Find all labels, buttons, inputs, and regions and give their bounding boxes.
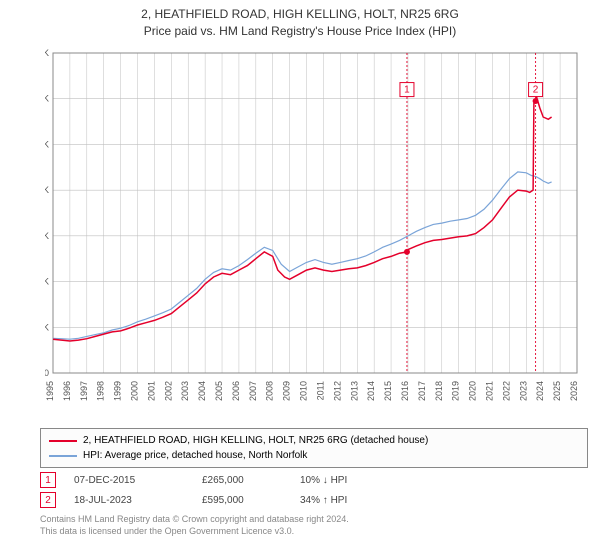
svg-text:2017: 2017 <box>417 381 427 401</box>
svg-text:1999: 1999 <box>113 381 123 401</box>
svg-text:2025: 2025 <box>552 381 562 401</box>
svg-text:2020: 2020 <box>468 381 478 401</box>
sale-compare: 10% ↓ HPI <box>300 475 400 486</box>
attribution: Contains HM Land Registry data © Crown c… <box>40 514 349 537</box>
legend-label-1: 2, HEATHFIELD ROAD, HIGH KELLING, HOLT, … <box>83 435 428 446</box>
svg-text:2013: 2013 <box>349 381 359 401</box>
price-chart: £0 £100K £200K £300K £400K £500K £600K £700K 199… <box>45 48 585 418</box>
svg-text:£200K: £200K <box>45 277 49 287</box>
svg-text:2014: 2014 <box>366 381 376 401</box>
svg-text:2023: 2023 <box>518 381 528 401</box>
legend-row-1: 2, HEATHFIELD ROAD, HIGH KELLING, HOLT, … <box>49 433 579 448</box>
svg-text:2000: 2000 <box>130 381 140 401</box>
svg-text:2016: 2016 <box>400 381 410 401</box>
sales-row: 2 18-JUL-2023 £595,000 34% ↑ HPI <box>40 490 400 510</box>
svg-text:2002: 2002 <box>163 381 173 401</box>
svg-text:2022: 2022 <box>501 381 511 401</box>
legend-line-2 <box>49 455 77 457</box>
svg-text:£0: £0 <box>45 368 49 378</box>
sale-date: 07-DEC-2015 <box>74 475 184 486</box>
svg-text:2007: 2007 <box>248 381 258 401</box>
svg-text:1995: 1995 <box>45 381 55 401</box>
svg-text:2006: 2006 <box>231 381 241 401</box>
sale-date: 18-JUL-2023 <box>74 495 184 506</box>
svg-text:£400K: £400K <box>45 185 49 195</box>
svg-text:2021: 2021 <box>484 381 494 401</box>
legend-line-1 <box>49 440 77 442</box>
attribution-line2: This data is licensed under the Open Gov… <box>40 526 349 538</box>
svg-text:2012: 2012 <box>332 381 342 401</box>
legend-row-2: HPI: Average price, detached house, Nort… <box>49 448 579 463</box>
legend-box: 2, HEATHFIELD ROAD, HIGH KELLING, HOLT, … <box>40 428 588 468</box>
svg-text:2004: 2004 <box>197 381 207 401</box>
svg-text:2001: 2001 <box>146 381 156 401</box>
svg-text:2011: 2011 <box>315 381 325 400</box>
svg-text:2024: 2024 <box>535 381 545 401</box>
svg-text:2018: 2018 <box>434 381 444 401</box>
svg-text:£700K: £700K <box>45 48 49 58</box>
svg-text:2009: 2009 <box>282 381 292 401</box>
svg-text:£300K: £300K <box>45 231 49 241</box>
sale-marker-box: 1 <box>40 472 56 488</box>
sale-price: £595,000 <box>202 495 282 506</box>
svg-text:2026: 2026 <box>569 381 579 401</box>
sale-price: £265,000 <box>202 475 282 486</box>
svg-text:2008: 2008 <box>265 381 275 401</box>
legend-label-2: HPI: Average price, detached house, Nort… <box>83 450 307 461</box>
svg-text:1997: 1997 <box>79 381 89 401</box>
svg-text:£600K: £600K <box>45 94 49 104</box>
svg-text:£500K: £500K <box>45 139 49 149</box>
sales-row: 1 07-DEC-2015 £265,000 10% ↓ HPI <box>40 470 400 490</box>
svg-text:2019: 2019 <box>451 381 461 401</box>
svg-text:2005: 2005 <box>214 381 224 401</box>
svg-text:2: 2 <box>533 85 539 96</box>
sale-marker-box: 2 <box>40 492 56 508</box>
sales-table: 1 07-DEC-2015 £265,000 10% ↓ HPI 2 18-JUL-202… <box>40 470 400 510</box>
svg-text:2003: 2003 <box>180 381 190 401</box>
svg-text:1: 1 <box>404 85 410 96</box>
chart-title-line1: 2, HEATHFIELD ROAD, HIGH KELLING, HOLT, … <box>0 6 600 23</box>
svg-text:2010: 2010 <box>299 381 309 401</box>
svg-text:1998: 1998 <box>96 381 106 401</box>
svg-text:£100K: £100K <box>45 322 49 332</box>
chart-title-line2: Price paid vs. HM Land Registry's House … <box>0 23 600 40</box>
svg-text:1996: 1996 <box>62 381 72 401</box>
svg-text:2015: 2015 <box>383 381 393 401</box>
attribution-line1: Contains HM Land Registry data © Crown c… <box>40 514 349 526</box>
sale-compare: 34% ↑ HPI <box>300 495 400 506</box>
